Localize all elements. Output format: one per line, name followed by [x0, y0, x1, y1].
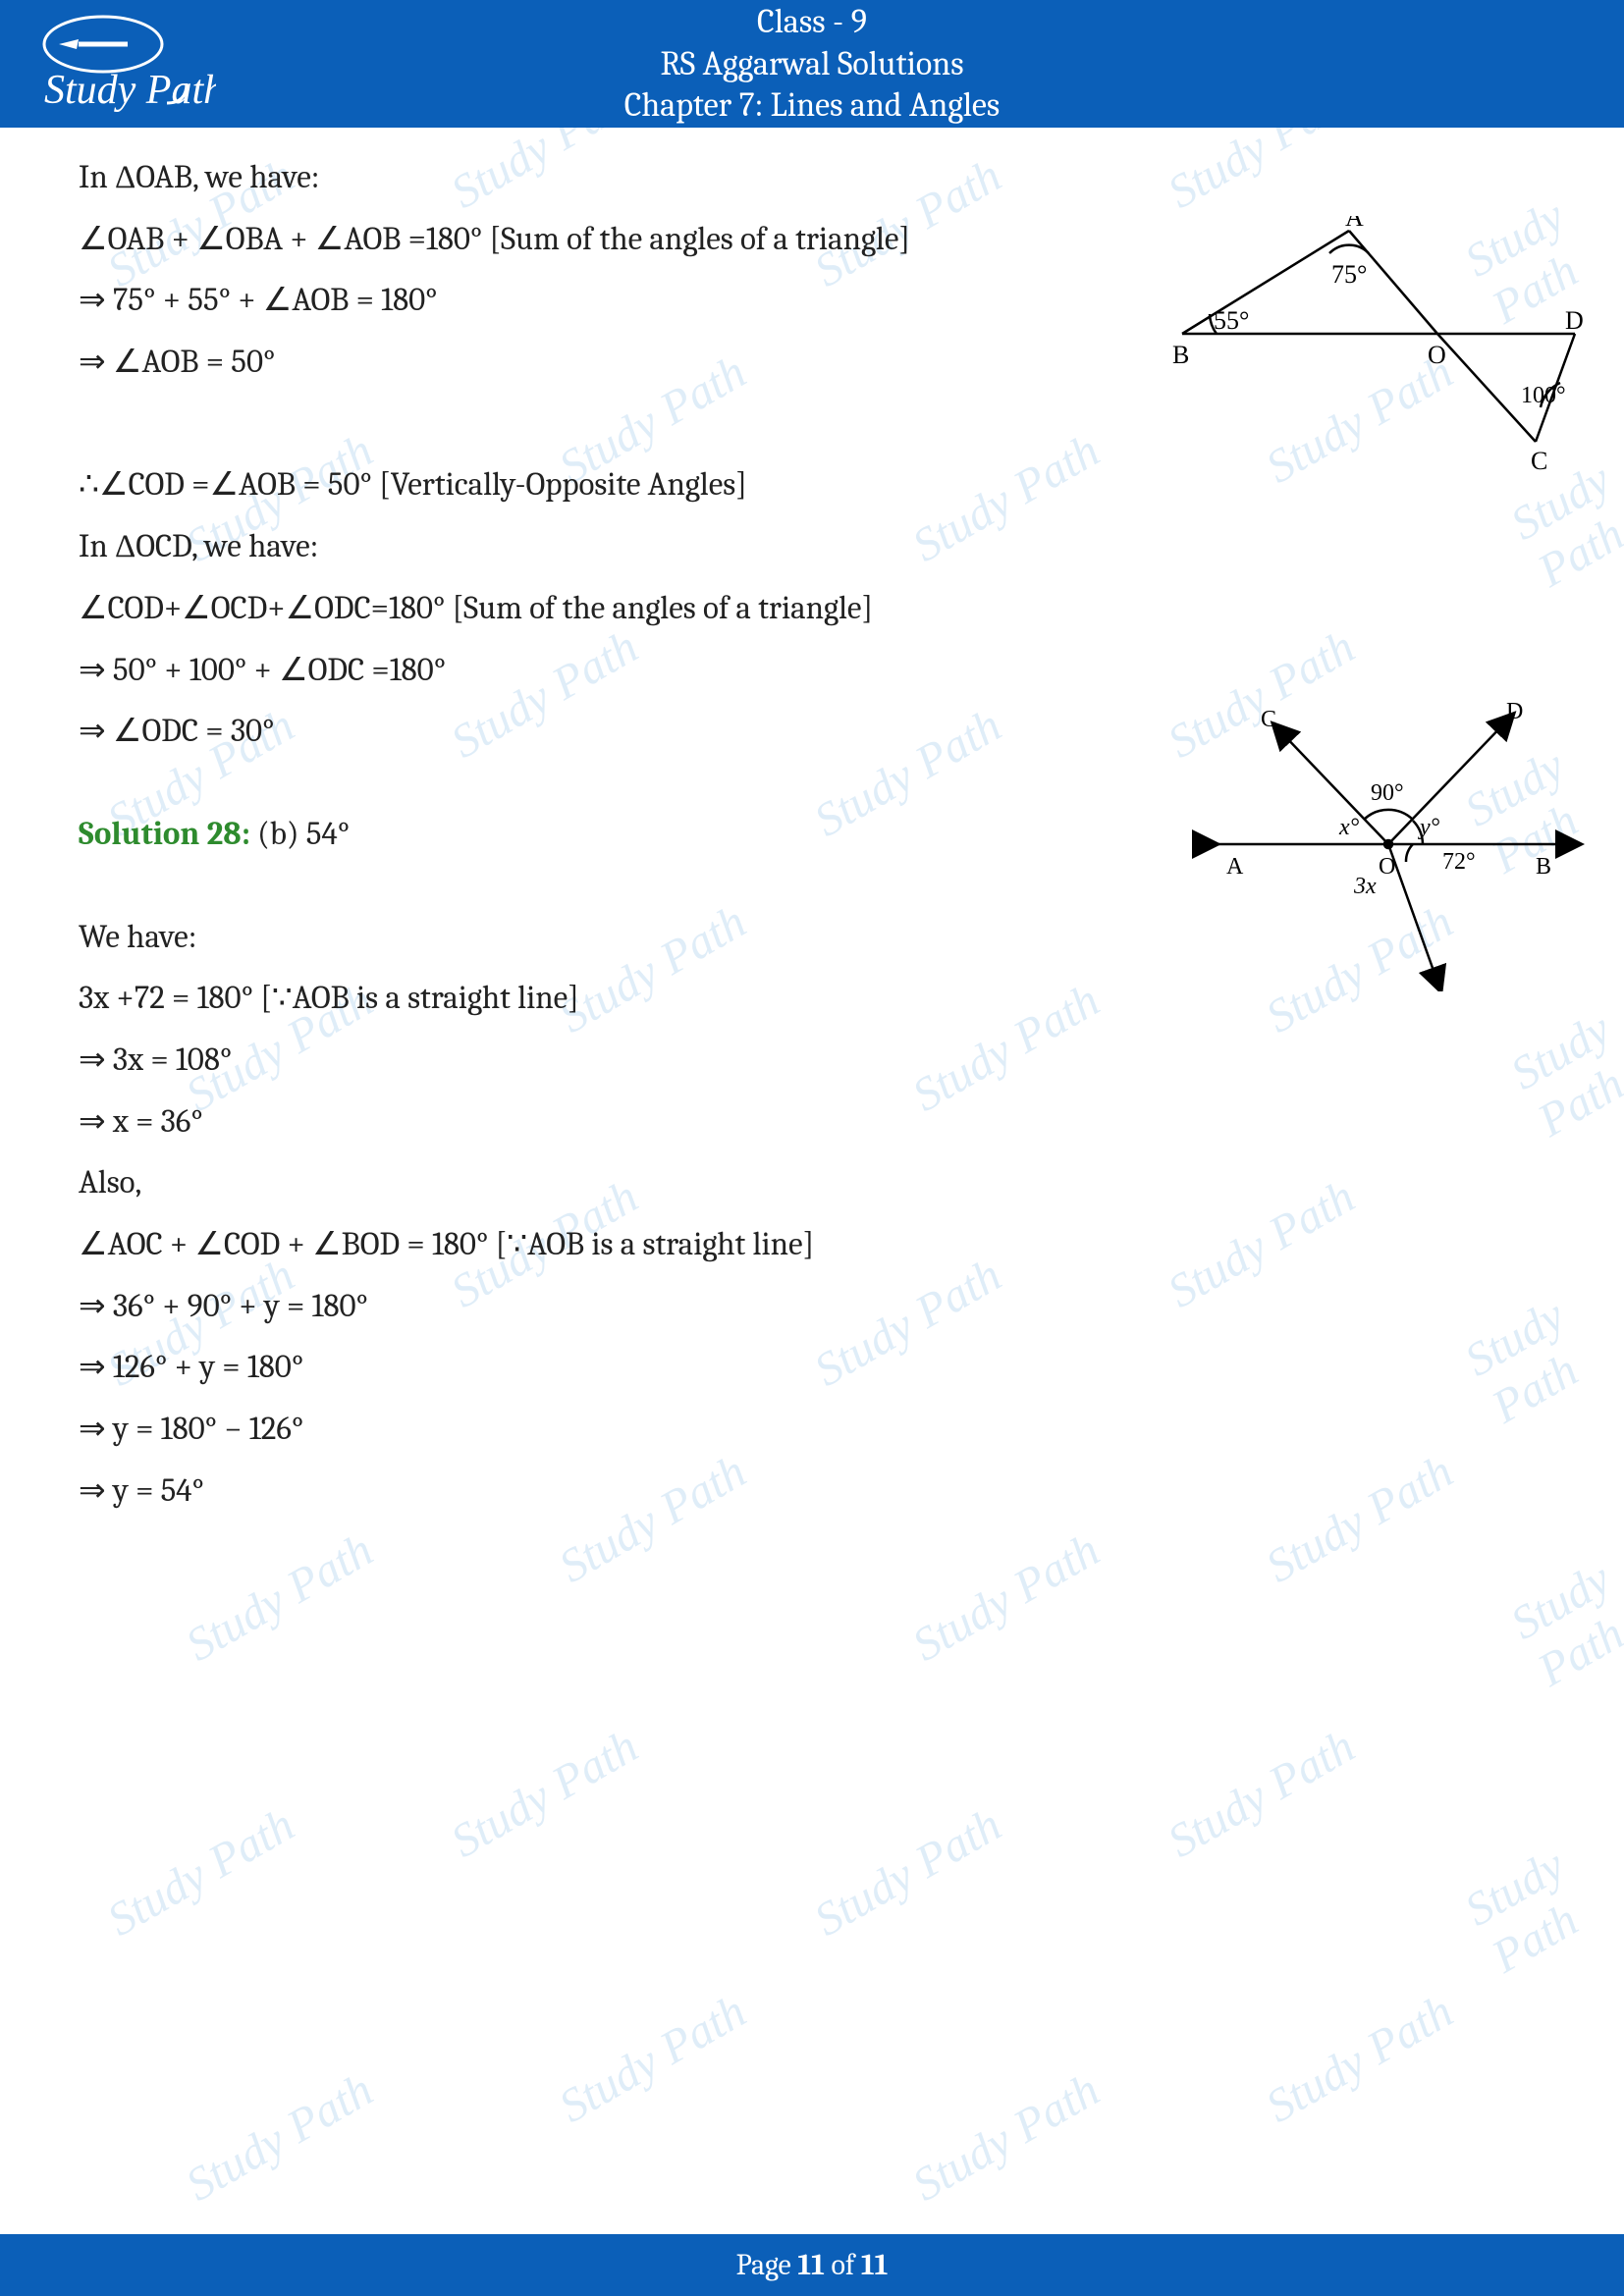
- figure-triangles: A B D O C 75° 55° 100°: [1172, 216, 1585, 512]
- watermark-text: Study Path: [177, 2062, 382, 2212]
- fig2-y: y°: [1418, 815, 1440, 840]
- fig2-label-A: A: [1226, 854, 1244, 880]
- fig1-label-D: D: [1565, 306, 1584, 335]
- footer-page-word: Page: [736, 2248, 798, 2282]
- text-line: ⇒ x = 36°: [79, 1092, 1545, 1153]
- watermark-text: Study Path: [550, 1984, 755, 2133]
- solution-28-label: Solution 28:: [79, 816, 250, 853]
- fig1-label-B: B: [1172, 341, 1189, 369]
- fig1-ang75: 75°: [1331, 260, 1367, 289]
- fig2-label-B: B: [1536, 854, 1551, 880]
- watermark-text: Study Path: [1257, 1984, 1462, 2133]
- header-line2: RS Aggarwal Solutions: [624, 43, 1001, 85]
- watermark-text: Study Path: [805, 1797, 1010, 1947]
- fig2-label-O: O: [1379, 854, 1395, 880]
- text-line: ⇒ y = 54°: [79, 1461, 1545, 1522]
- text-line: ∠COD+∠OCD+∠ODC=180° [Sum of the angles o…: [79, 578, 1545, 640]
- header-line1: Class - 9: [624, 1, 1001, 43]
- figure-straight-line: C D A B O 90° x° y° 3x 72°: [1192, 697, 1585, 1013]
- text-line: In ΔOCD, we have:: [79, 516, 1545, 578]
- watermark-text: Study Path: [177, 1522, 382, 1672]
- text-line: ⇒ 126° + y = 180°: [79, 1337, 1545, 1399]
- page-header: Study Path Class - 9 RS Aggarwal Solutio…: [0, 0, 1624, 128]
- watermark-text: Study Path: [1456, 1815, 1624, 1984]
- watermark-text: Study Path: [442, 1719, 647, 1868]
- text-line: ⇒ y = 180° − 126°: [79, 1399, 1545, 1461]
- fig2-3x: 3x: [1353, 874, 1377, 899]
- logo-text: Study Path: [44, 68, 216, 113]
- fig2-x: x°: [1338, 815, 1360, 840]
- watermark-text: Study Path: [903, 1522, 1109, 1672]
- fig1-label-A: A: [1345, 216, 1364, 232]
- text-line: Also,: [79, 1152, 1545, 1214]
- page-footer: Page 11 of 11: [0, 2234, 1624, 2296]
- text-line: ⇒ 50° + 100° + ∠ODC =180°: [79, 640, 1545, 702]
- content-area: A B D O C 75° 55° 100° In ΔOAB, we have:…: [0, 128, 1624, 1522]
- fig2-label-C: C: [1261, 707, 1276, 732]
- watermark-text: Study Path: [98, 1797, 303, 1947]
- text-line: ∠AOC + ∠COD + ∠BOD = 180° [∵AOB is a str…: [79, 1214, 1545, 1276]
- text-line: ⇒ 36° + 90° + y = 180°: [79, 1276, 1545, 1338]
- header-titles: Class - 9 RS Aggarwal Solutions Chapter …: [624, 1, 1001, 127]
- footer-of: of: [825, 2248, 861, 2282]
- fig2-72: 72°: [1442, 849, 1476, 875]
- fig2-label-D: D: [1506, 699, 1523, 724]
- fig1-ang100: 100°: [1521, 383, 1566, 408]
- footer-page-total: 11: [861, 2248, 888, 2282]
- watermark-text: Study Path: [1159, 1719, 1364, 1868]
- header-line3: Chapter 7: Lines and Angles: [624, 84, 1001, 127]
- solution-28-answer: (b) 54°: [250, 816, 350, 853]
- watermark-text: Study Path: [903, 2062, 1109, 2212]
- fig1-ang55: 55°: [1214, 306, 1249, 335]
- footer-page-current: 11: [797, 2248, 824, 2282]
- logo: Study Path: [29, 10, 216, 122]
- text-line: In ΔOAB, we have:: [79, 147, 1545, 209]
- fig2-ang90: 90°: [1371, 780, 1404, 806]
- watermark-text: Study Path: [1502, 1552, 1624, 1698]
- fig1-label-O: O: [1428, 341, 1446, 369]
- fig1-label-C: C: [1531, 447, 1547, 475]
- text-line: ⇒ 3x = 108°: [79, 1030, 1545, 1092]
